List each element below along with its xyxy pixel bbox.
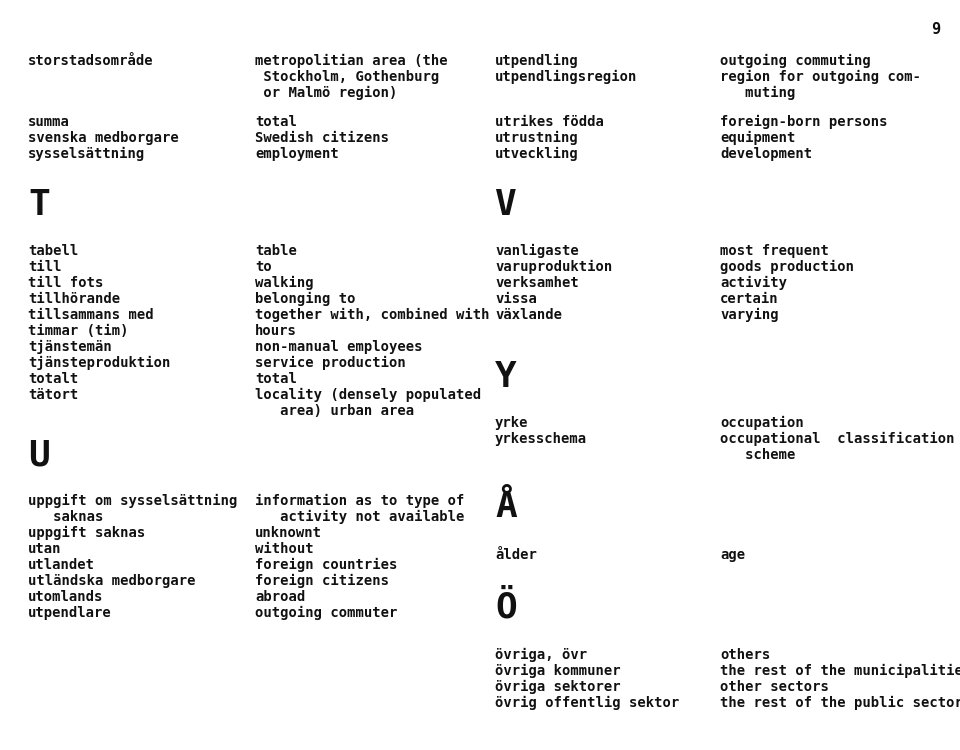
Text: övriga, övr: övriga, övr [495, 648, 588, 662]
Text: tjänstemän: tjänstemän [28, 340, 111, 354]
Text: T: T [28, 188, 50, 222]
Text: utrikes födda: utrikes födda [495, 115, 604, 129]
Text: total: total [255, 115, 297, 129]
Text: sysselsättning: sysselsättning [28, 147, 145, 161]
Text: 9: 9 [931, 22, 940, 37]
Text: belonging to: belonging to [255, 292, 355, 306]
Text: other sectors: other sectors [720, 680, 828, 694]
Text: tjänsteproduktion: tjänsteproduktion [28, 356, 170, 370]
Text: tätort: tätort [28, 388, 79, 402]
Text: utpendlare: utpendlare [28, 606, 111, 620]
Text: tillsammans med: tillsammans med [28, 308, 154, 322]
Text: övriga kommuner: övriga kommuner [495, 664, 620, 678]
Text: ålder: ålder [495, 548, 537, 562]
Text: activity not available: activity not available [255, 510, 465, 524]
Text: uppgift saknas: uppgift saknas [28, 526, 145, 540]
Text: age: age [720, 548, 745, 562]
Text: utländska medborgare: utländska medborgare [28, 574, 196, 588]
Text: table: table [255, 244, 297, 258]
Text: summa: summa [28, 115, 70, 129]
Text: yrkesschema: yrkesschema [495, 432, 588, 446]
Text: övrig offentlig sektor: övrig offentlig sektor [495, 696, 680, 710]
Text: occupational  classification: occupational classification [720, 432, 954, 446]
Text: abroad: abroad [255, 590, 305, 604]
Text: metropolitian area (the: metropolitian area (the [255, 54, 447, 68]
Text: muting: muting [720, 86, 796, 100]
Text: without: without [255, 542, 314, 556]
Text: foreign countries: foreign countries [255, 558, 397, 572]
Text: svenska medborgare: svenska medborgare [28, 131, 179, 145]
Text: V: V [495, 188, 516, 222]
Text: scheme: scheme [720, 448, 796, 462]
Text: saknas: saknas [28, 510, 104, 524]
Text: activity: activity [720, 276, 787, 290]
Text: tabell: tabell [28, 244, 79, 258]
Text: timmar (tim): timmar (tim) [28, 324, 129, 338]
Text: the rest of the public sector: the rest of the public sector [720, 696, 960, 710]
Text: utomlands: utomlands [28, 590, 104, 604]
Text: occupation: occupation [720, 416, 804, 430]
Text: verksamhet: verksamhet [495, 276, 579, 290]
Text: certain: certain [720, 292, 779, 306]
Text: area) urban area: area) urban area [255, 404, 414, 418]
Text: development: development [720, 147, 812, 161]
Text: Ö: Ö [495, 590, 516, 624]
Text: storstadsområde: storstadsområde [28, 54, 154, 68]
Text: Å: Å [495, 490, 516, 524]
Text: the rest of the municipalities: the rest of the municipalities [720, 664, 960, 678]
Text: till fots: till fots [28, 276, 104, 290]
Text: outgoing commuting: outgoing commuting [720, 54, 871, 68]
Text: utlandet: utlandet [28, 558, 95, 572]
Text: yrke: yrke [495, 416, 529, 430]
Text: most frequent: most frequent [720, 244, 828, 258]
Text: unknownt: unknownt [255, 526, 322, 540]
Text: foreign citizens: foreign citizens [255, 574, 389, 588]
Text: växlande: växlande [495, 308, 562, 322]
Text: equipment: equipment [720, 131, 796, 146]
Text: övriga sektorer: övriga sektorer [495, 680, 620, 694]
Text: hours: hours [255, 324, 297, 338]
Text: Swedish citizens: Swedish citizens [255, 131, 389, 145]
Text: till: till [28, 260, 61, 274]
Text: utrustning: utrustning [495, 131, 579, 146]
Text: vanligaste: vanligaste [495, 244, 579, 258]
Text: varying: varying [720, 308, 779, 322]
Text: utpendlingsregion: utpendlingsregion [495, 70, 637, 84]
Text: vissa: vissa [495, 292, 537, 306]
Text: employment: employment [255, 147, 339, 161]
Text: walking: walking [255, 276, 314, 290]
Text: total: total [255, 372, 297, 386]
Text: Stockholm, Gothenburg: Stockholm, Gothenburg [255, 70, 440, 84]
Text: varuproduktion: varuproduktion [495, 260, 612, 274]
Text: to: to [255, 260, 272, 274]
Text: goods production: goods production [720, 260, 854, 274]
Text: information as to type of: information as to type of [255, 494, 465, 508]
Text: region for outgoing com-: region for outgoing com- [720, 70, 921, 84]
Text: foreign-born persons: foreign-born persons [720, 115, 887, 129]
Text: non-manual employees: non-manual employees [255, 340, 422, 354]
Text: together with, combined with: together with, combined with [255, 308, 490, 322]
Text: or Malmö region): or Malmö region) [255, 86, 397, 100]
Text: utpendling: utpendling [495, 54, 579, 68]
Text: uppgift om sysselsättning: uppgift om sysselsättning [28, 494, 237, 508]
Text: others: others [720, 648, 770, 662]
Text: utveckling: utveckling [495, 147, 579, 161]
Text: U: U [28, 438, 50, 472]
Text: service production: service production [255, 356, 406, 370]
Text: totalt: totalt [28, 372, 79, 386]
Text: outgoing commuter: outgoing commuter [255, 606, 397, 620]
Text: Y: Y [495, 360, 516, 394]
Text: locality (densely populated: locality (densely populated [255, 388, 481, 402]
Text: utan: utan [28, 542, 61, 556]
Text: tillhörande: tillhörande [28, 292, 120, 306]
